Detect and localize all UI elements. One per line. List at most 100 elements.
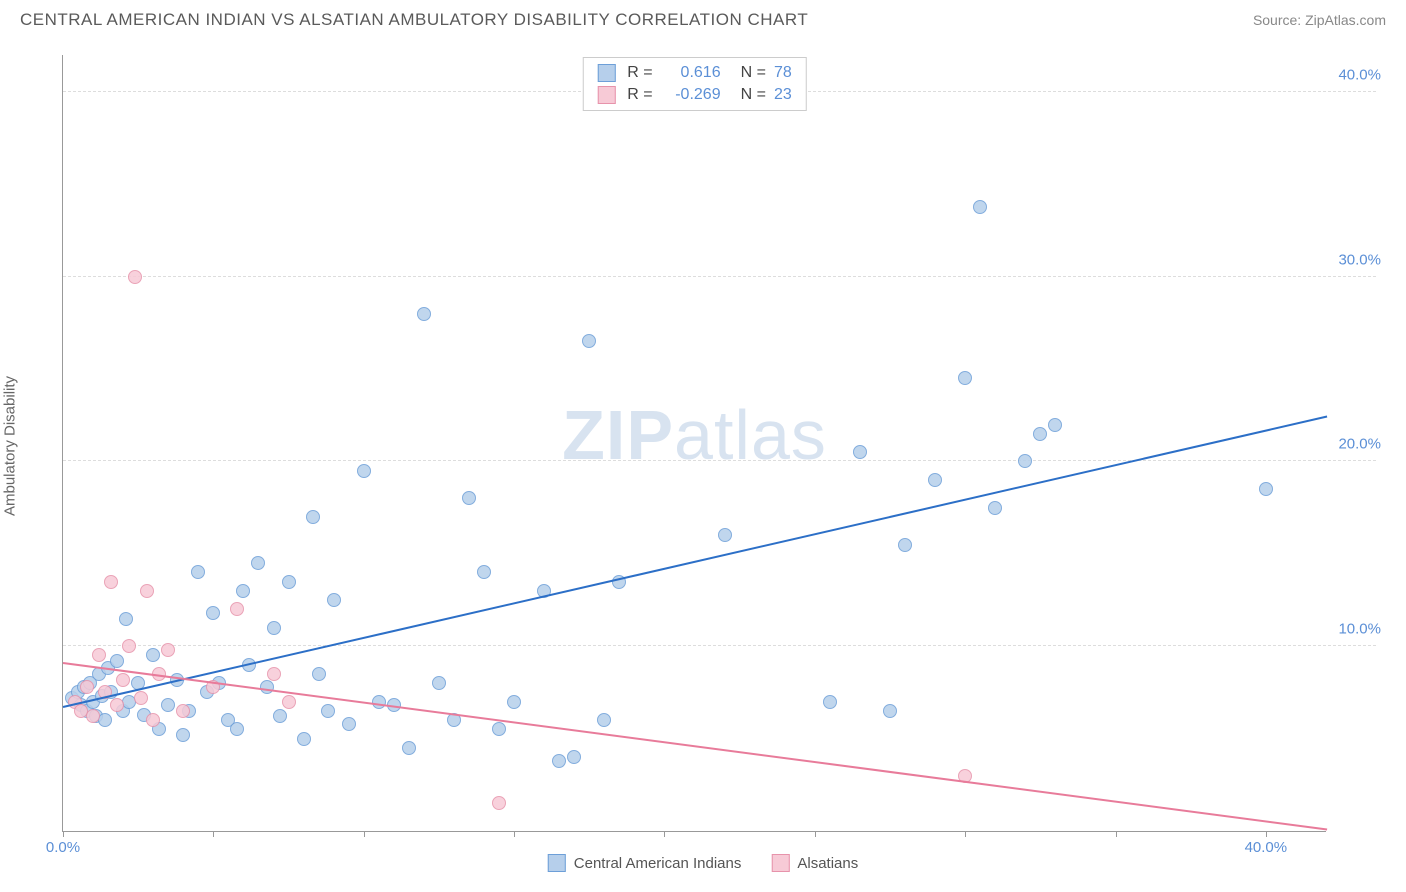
- scatter-point-cai: [958, 371, 972, 385]
- scatter-point-cai: [582, 334, 596, 348]
- x-tick: [664, 831, 665, 837]
- source-attribution: Source: ZipAtlas.com: [1253, 12, 1386, 28]
- chart-container: ZIPatlas R = 0.616 N = 78 R = -0.269 N = 23 10.…: [50, 55, 1386, 832]
- scatter-point-cai: [853, 445, 867, 459]
- scatter-point-cai: [282, 575, 296, 589]
- scatter-point-cai: [898, 538, 912, 552]
- x-minor-tick: [514, 831, 515, 837]
- scatter-point-cai: [1048, 418, 1062, 432]
- scatter-point-cai: [432, 676, 446, 690]
- scatter-point-als: [146, 713, 160, 727]
- scatter-point-cai: [327, 593, 341, 607]
- watermark: ZIPatlas: [562, 395, 827, 475]
- scatter-point-cai: [402, 741, 416, 755]
- scatter-point-cai: [567, 750, 581, 764]
- scatter-point-cai: [718, 528, 732, 542]
- scatter-point-cai: [260, 680, 274, 694]
- scatter-point-cai: [306, 510, 320, 524]
- source-label: Source: [1253, 12, 1297, 28]
- x-tick-label: 0.0%: [46, 839, 80, 856]
- legend-item-als: Alsatians: [771, 854, 858, 872]
- correlation-row-cai: R = 0.616 N = 78: [597, 62, 791, 84]
- legend-label: Alsatians: [797, 855, 858, 872]
- legend-item-cai: Central American Indians: [548, 854, 742, 872]
- scatter-point-cai: [597, 713, 611, 727]
- legend-swatch: [597, 86, 615, 104]
- grid-line: [63, 645, 1376, 646]
- y-tick-label: 20.0%: [1338, 436, 1381, 453]
- scatter-point-cai: [988, 501, 1002, 515]
- x-minor-tick: [213, 831, 214, 837]
- scatter-point-cai: [273, 709, 287, 723]
- scatter-point-cai: [357, 464, 371, 478]
- scatter-point-als: [80, 680, 94, 694]
- x-minor-tick: [1116, 831, 1117, 837]
- watermark-bold: ZIP: [562, 396, 674, 474]
- source-value: ZipAtlas.com: [1305, 12, 1386, 28]
- scatter-point-cai: [973, 200, 987, 214]
- scatter-point-als: [86, 709, 100, 723]
- scatter-point-cai: [492, 722, 506, 736]
- scatter-point-cai: [417, 307, 431, 321]
- legend-swatch: [771, 854, 789, 872]
- legend-swatch: [597, 64, 615, 82]
- scatter-point-cai: [236, 584, 250, 598]
- scatter-point-cai: [507, 695, 521, 709]
- x-tick: [364, 831, 365, 837]
- y-tick-label: 30.0%: [1338, 251, 1381, 268]
- grid-line: [63, 276, 1376, 277]
- r-label: R =: [627, 86, 652, 104]
- n-label: N =: [741, 64, 766, 82]
- r-value: -0.269: [661, 86, 721, 104]
- scatter-point-cai: [321, 704, 335, 718]
- r-value: 0.616: [661, 64, 721, 82]
- scatter-point-cai: [176, 728, 190, 742]
- n-value: 78: [774, 64, 792, 82]
- n-value: 23: [774, 86, 792, 104]
- scatter-point-als: [128, 270, 142, 284]
- scatter-point-als: [161, 643, 175, 657]
- scatter-point-cai: [119, 612, 133, 626]
- r-label: R =: [627, 64, 652, 82]
- n-label: N =: [741, 86, 766, 104]
- scatter-point-cai: [98, 713, 112, 727]
- scatter-point-cai: [372, 695, 386, 709]
- grid-line: [63, 460, 1376, 461]
- scatter-point-cai: [1018, 454, 1032, 468]
- scatter-point-cai: [110, 654, 124, 668]
- scatter-point-cai: [230, 722, 244, 736]
- scatter-point-cai: [462, 491, 476, 505]
- scatter-point-als: [104, 575, 118, 589]
- scatter-point-als: [92, 648, 106, 662]
- scatter-point-cai: [823, 695, 837, 709]
- x-tick: [63, 831, 64, 837]
- scatter-point-cai: [251, 556, 265, 570]
- scatter-point-als: [176, 704, 190, 718]
- scatter-point-cai: [312, 667, 326, 681]
- scatter-point-cai: [552, 754, 566, 768]
- scatter-point-als: [134, 691, 148, 705]
- scatter-point-als: [282, 695, 296, 709]
- scatter-point-als: [492, 796, 506, 810]
- scatter-point-als: [110, 698, 124, 712]
- watermark-light: atlas: [674, 396, 827, 474]
- scatter-point-cai: [883, 704, 897, 718]
- correlation-row-als: R = -0.269 N = 23: [597, 84, 791, 106]
- scatter-point-cai: [342, 717, 356, 731]
- chart-title: CENTRAL AMERICAN INDIAN VS ALSATIAN AMBU…: [20, 10, 808, 30]
- scatter-point-cai: [1259, 482, 1273, 496]
- legend-swatch: [548, 854, 566, 872]
- scatter-point-als: [116, 673, 130, 687]
- x-tick: [965, 831, 966, 837]
- x-tick-label: 40.0%: [1245, 839, 1288, 856]
- trend-line-als: [63, 662, 1327, 830]
- y-axis-label: Ambulatory Disability: [2, 376, 19, 516]
- scatter-point-cai: [928, 473, 942, 487]
- x-minor-tick: [815, 831, 816, 837]
- scatter-point-als: [122, 639, 136, 653]
- scatter-point-cai: [267, 621, 281, 635]
- y-tick-label: 10.0%: [1338, 621, 1381, 638]
- scatter-point-cai: [191, 565, 205, 579]
- plot-area: ZIPatlas R =0.616N =78R =-0.269N =23 10.…: [62, 55, 1326, 832]
- series-legend: Central American Indians Alsatians: [548, 854, 858, 872]
